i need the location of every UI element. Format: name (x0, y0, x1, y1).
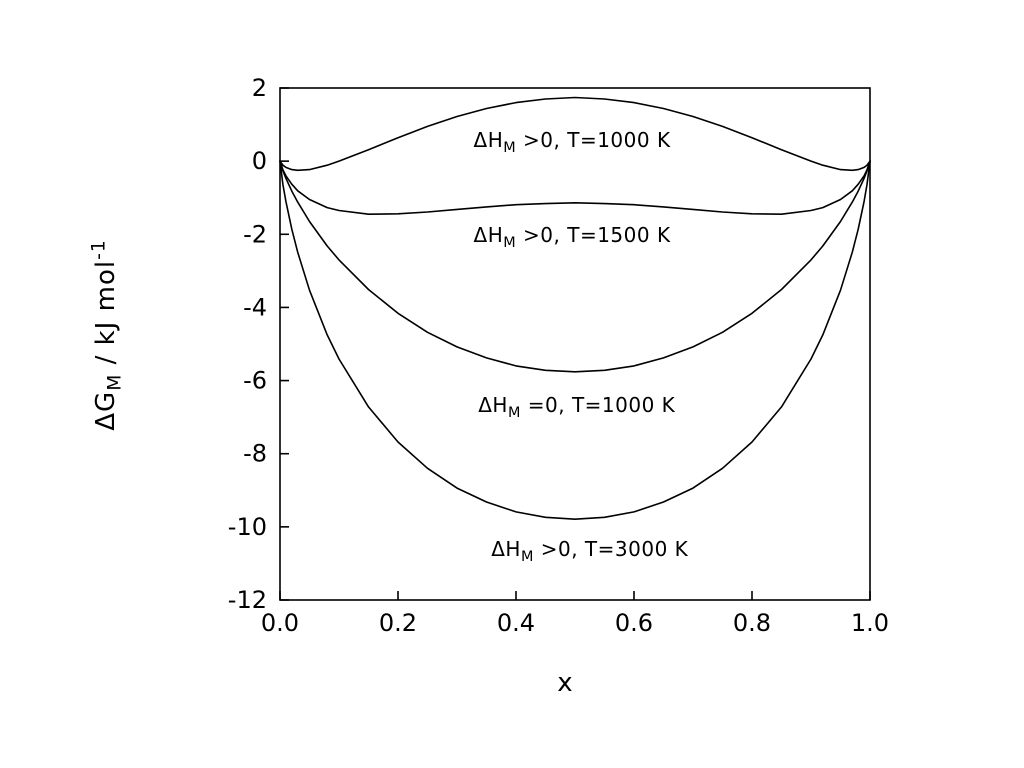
x-tick-label: 0.8 (733, 609, 771, 637)
curve-label-symbol: ΔH (478, 392, 508, 417)
y-tick-label: 2 (252, 74, 267, 102)
curve-label-4: ΔHM >0, T=3000 K (491, 537, 688, 565)
y-axis-label-subscript: M (104, 373, 126, 391)
curve-label-condition: =0, T=1000 K (520, 392, 676, 417)
curve-label-1: ΔHM >0, T=1000 K (474, 128, 671, 156)
y-axis-label-symbol: ΔG (91, 390, 122, 431)
y-tick-label: -12 (228, 586, 267, 614)
curve-label-symbol: ΔH (473, 223, 504, 248)
series-curve-dHpos-T3000 (279, 160, 871, 520)
curve-label-subscript: M (507, 404, 521, 421)
y-axis-label: ΔGM / kJ mol-1 (89, 239, 126, 430)
y-tick-label: 0 (252, 147, 267, 175)
x-tick-label: 0.6 (615, 609, 653, 637)
curve-label-symbol: ΔH (473, 128, 504, 153)
x-tick-label: 1.0 (851, 609, 889, 637)
x-axis-label: x (557, 668, 573, 698)
series-curve-dHzero-T1000 (279, 160, 871, 373)
y-tick-label: -6 (243, 367, 267, 395)
y-axis-label-superscript: -1 (88, 239, 110, 260)
plot-frame (279, 87, 871, 601)
x-tick-label: 0.4 (497, 609, 535, 637)
series-curve-dHpos-T1500 (279, 160, 871, 215)
y-axis-label-units: / kJ mol (91, 259, 122, 374)
curve-label-condition: >0, T=1500 K (516, 223, 671, 248)
curve-label-subscript: M (503, 140, 517, 157)
curve-label-symbol: ΔH (491, 536, 521, 561)
curve-label-condition: >0, T=1000 K (516, 128, 671, 153)
curve-label-subscript: M (520, 548, 534, 565)
curve-label-3: ΔHM =0, T=1000 K (478, 393, 675, 421)
x-tick-label: 0.0 (261, 609, 299, 637)
x-tick-label: 0.2 (379, 609, 417, 637)
y-tick-label: -2 (243, 220, 267, 248)
curve-label-2: ΔHM >0, T=1500 K (474, 223, 671, 251)
series-curve-dHpos-T1000 (279, 96, 871, 172)
y-tick-label: -8 (243, 440, 267, 468)
curve-label-subscript: M (503, 235, 517, 252)
curve-label-condition: >0, T=3000 K (533, 536, 689, 561)
y-tick-label: -4 (243, 293, 267, 321)
y-tick-label: -10 (228, 513, 267, 541)
